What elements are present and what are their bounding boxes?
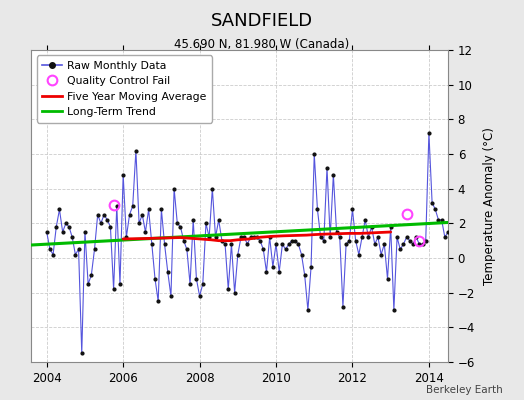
Text: 45.690 N, 81.980 W (Canada): 45.690 N, 81.980 W (Canada) [174, 38, 350, 51]
Y-axis label: Temperature Anomaly (°C): Temperature Anomaly (°C) [484, 127, 496, 285]
Text: Berkeley Earth: Berkeley Earth [427, 385, 503, 395]
Text: SANDFIELD: SANDFIELD [211, 12, 313, 30]
Legend: Raw Monthly Data, Quality Control Fail, Five Year Moving Average, Long-Term Tren: Raw Monthly Data, Quality Control Fail, … [37, 56, 212, 122]
